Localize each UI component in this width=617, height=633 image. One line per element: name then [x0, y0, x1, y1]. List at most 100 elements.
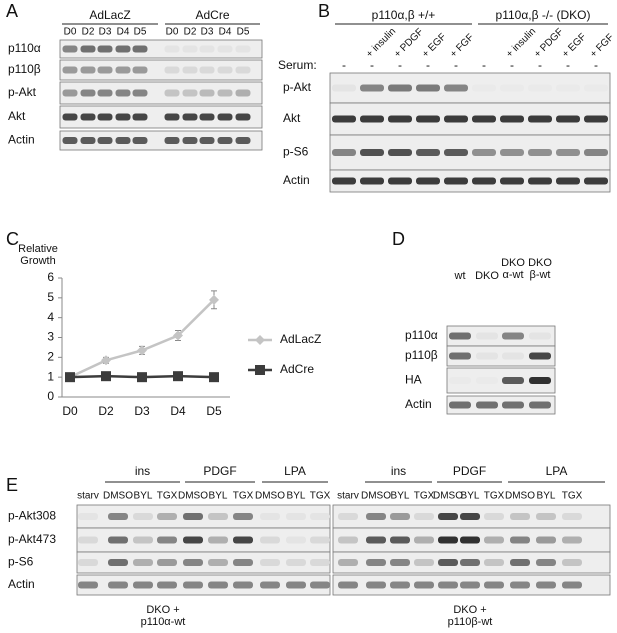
band [62, 113, 78, 121]
band [472, 84, 496, 92]
band [360, 177, 384, 185]
row-label: p110α [405, 328, 438, 342]
lane-label: D5 [134, 27, 147, 38]
band [332, 115, 356, 123]
lane-label: BYL [287, 491, 306, 502]
band [199, 66, 215, 74]
band [484, 536, 504, 544]
lane-label: D4 [219, 27, 232, 38]
x-tick-label: D4 [170, 404, 186, 418]
band [108, 513, 128, 520]
point [173, 371, 183, 382]
band [182, 89, 198, 97]
band [416, 177, 440, 185]
band [115, 113, 131, 121]
band [460, 559, 480, 566]
band [476, 377, 498, 384]
series-line [69, 298, 215, 379]
lane-label: D5 [237, 27, 250, 38]
panel-label: C [6, 229, 19, 249]
band [80, 137, 96, 144]
lane-label: D3 [99, 27, 112, 38]
band [62, 137, 78, 144]
serum-sign: - [454, 58, 458, 72]
lane-label: DMSO [433, 491, 463, 502]
band [556, 149, 580, 156]
band [510, 513, 530, 520]
band [182, 137, 198, 144]
band [78, 581, 98, 589]
band [414, 559, 434, 566]
band [217, 45, 233, 53]
lane-label: BYL [537, 491, 556, 502]
band [476, 352, 498, 360]
band [115, 45, 131, 53]
band [366, 536, 386, 544]
row-label: p-Akt [283, 80, 312, 94]
band [332, 84, 356, 92]
band [510, 581, 530, 589]
x-tick-label: D3 [134, 404, 150, 418]
serum-sign: - [594, 58, 598, 72]
band [286, 536, 306, 544]
caption: DKO + p110β-wt [447, 604, 493, 628]
lane-label: BYL [391, 491, 410, 502]
band [536, 581, 556, 589]
lane-label: D0 [166, 27, 179, 38]
lane-label: starv [337, 491, 359, 502]
lane-label: starv [77, 491, 99, 502]
lane-label: TGX [484, 491, 505, 502]
band [235, 45, 251, 53]
band [584, 115, 608, 123]
band [199, 45, 215, 53]
band [133, 513, 153, 520]
band [416, 149, 440, 156]
band [208, 536, 228, 544]
x-tick-label: D5 [206, 404, 222, 418]
band [390, 559, 410, 566]
point [137, 372, 147, 383]
band [233, 536, 253, 544]
lane-label: DKO [475, 270, 499, 282]
band [182, 113, 198, 121]
blot-strip [446, 345, 556, 367]
x-tick-label: D0 [62, 404, 78, 418]
y-tick-label: 0 [47, 389, 54, 403]
row-label: p110β [405, 348, 438, 362]
band [208, 559, 228, 566]
row-label: p110β [8, 62, 41, 76]
band [310, 513, 330, 520]
band [438, 536, 458, 544]
lane-label: DKO β-wt [528, 257, 552, 281]
blot-strip [329, 169, 611, 193]
group-label: LPA [546, 464, 568, 478]
band [80, 113, 96, 121]
lane-label: + insulin [364, 26, 398, 60]
lane-label: DMSO [178, 491, 208, 502]
band [338, 536, 358, 544]
band [199, 113, 215, 121]
point [209, 372, 219, 383]
band [233, 513, 253, 520]
lane-label: BYL [461, 491, 480, 502]
band [529, 332, 551, 340]
band [390, 513, 410, 520]
blot-strip [59, 39, 263, 59]
band [97, 89, 113, 97]
band [444, 84, 468, 92]
band [502, 352, 524, 360]
band [80, 45, 96, 53]
band [217, 66, 233, 74]
band [438, 513, 458, 520]
serum-sign: - [510, 58, 514, 72]
band [502, 401, 524, 409]
lane-label: wt [454, 270, 466, 282]
blot-strip [446, 395, 556, 415]
lane-label: BYL [209, 491, 228, 502]
band [260, 581, 280, 589]
serum-sign: - [370, 58, 374, 72]
serum-sign: - [482, 58, 486, 72]
band [460, 536, 480, 544]
